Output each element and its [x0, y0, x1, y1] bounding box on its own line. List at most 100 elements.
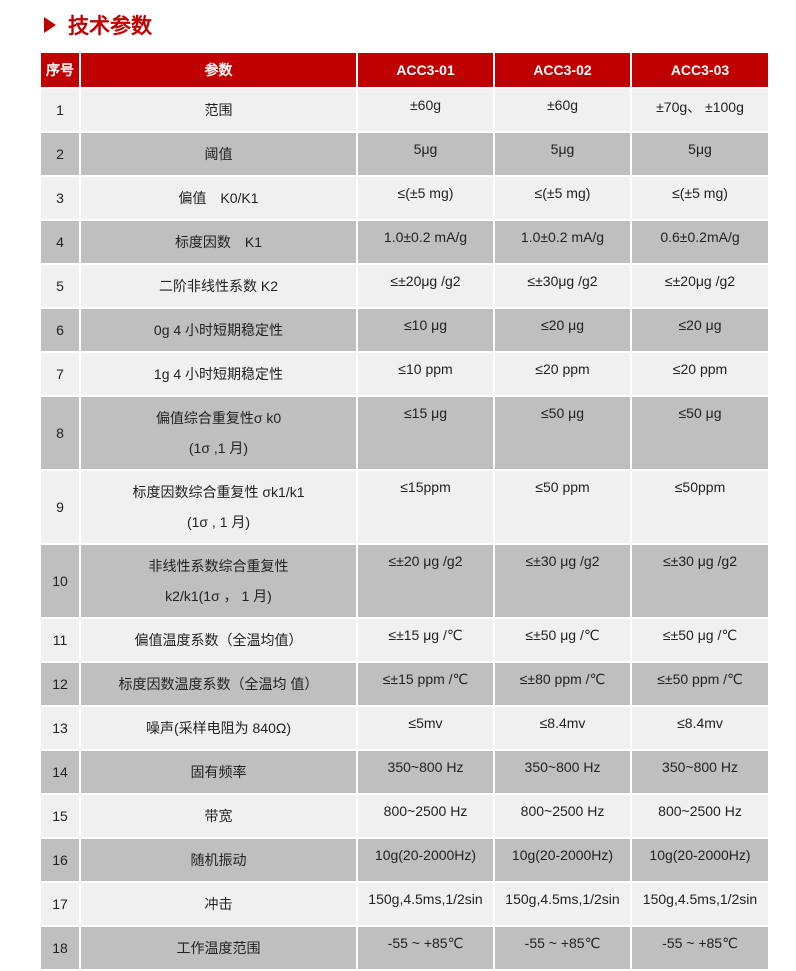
param-value: ≤(±5 mg)	[358, 177, 493, 219]
param-value: ≤50 μg	[495, 397, 630, 469]
param-line: 随机振动	[190, 852, 247, 868]
column-header: ACC3-02	[495, 53, 630, 87]
row-number: 9	[41, 471, 79, 543]
param-line: 标度因数综合重复性 σk1/k1	[132, 484, 305, 500]
param-value: ≤5mv	[358, 707, 493, 749]
param-value: 800~2500 Hz	[495, 795, 630, 837]
row-number: 1	[41, 89, 79, 131]
param-value: ≤±15 μg /℃	[358, 619, 493, 661]
param-line: 二阶非线性系数 K2	[158, 278, 278, 294]
table-row: 15 带宽 800~2500 Hz 800~2500 Hz 800~2500 Hz	[41, 795, 768, 837]
row-number: 5	[41, 265, 79, 307]
param-value: 1.0±0.2 mA/g	[358, 221, 493, 263]
param-line: 偏值 K0/K1	[178, 190, 259, 206]
param-value: 800~2500 Hz	[358, 795, 493, 837]
spec-table: 序号 参数 ACC3-01 ACC3-02 ACC3-03 1 范围 ±60g ±60g ±70…	[39, 51, 770, 971]
param-value: ≤15 μg	[358, 397, 493, 469]
param-value: ≤±20μg /g2	[358, 265, 493, 307]
param-value: 10g(20-2000Hz)	[632, 839, 768, 881]
row-number: 8	[41, 397, 79, 469]
param-value: ≤(±5 mg)	[632, 177, 768, 219]
param-value: ≤±20 μg /g2	[358, 545, 493, 617]
param-value: ≤±50 μg /℃	[632, 619, 768, 661]
param-name: 阈值	[81, 133, 356, 175]
param-value: 10g(20-2000Hz)	[495, 839, 630, 881]
param-value: ≤50ppm	[632, 471, 768, 543]
param-value: ≤±15 ppm /℃	[358, 663, 493, 705]
param-name: 噪声(采样电阻为 840Ω)	[81, 707, 356, 749]
param-value: ≤(±5 mg)	[495, 177, 630, 219]
param-name: 标度因数温度系数（全温均 值）	[81, 663, 356, 705]
param-line: 1g 4 小时短期稳定性	[153, 366, 284, 382]
param-name: 偏值 K0/K1	[81, 177, 356, 219]
param-value: ≤10 μg	[358, 309, 493, 351]
param-value: ≤50 ppm	[495, 471, 630, 543]
table-row: 17 冲击 150g,4.5ms,1/2sin 150g,4.5ms,1/2sin 15…	[41, 883, 768, 925]
param-value: ≤15ppm	[358, 471, 493, 543]
table-row: 1 范围 ±60g ±60g ±70g、 ±100g	[41, 89, 768, 131]
table-row: 10 非线性系数综合重复性 k2/k1(1σ ， 1 月) ≤±20 μg /g2 ≤±…	[41, 545, 768, 617]
param-value: ≤20 ppm	[632, 353, 768, 395]
table-row: 12 标度因数温度系数（全温均 值） ≤±15 ppm /℃ ≤±80 ppm /℃ ≤…	[41, 663, 768, 705]
param-value: 350~800 Hz	[632, 751, 768, 793]
param-line: 阈值	[204, 146, 233, 162]
param-name: 标度因数 K1	[81, 221, 356, 263]
table-row: 3 偏值 K0/K1 ≤(±5 mg) ≤(±5 mg) ≤(±5 mg)	[41, 177, 768, 219]
row-number: 3	[41, 177, 79, 219]
section-title: 技术参数	[44, 10, 152, 40]
param-value: ≤20 ppm	[495, 353, 630, 395]
param-name: 非线性系数综合重复性 k2/k1(1σ ， 1 月)	[81, 545, 356, 617]
param-value: 5μg	[495, 133, 630, 175]
param-value: ±60g	[495, 89, 630, 131]
param-line: 工作温度范围	[176, 940, 261, 956]
param-name: 标度因数综合重复性 σk1/k1 (1σ , 1 月)	[81, 471, 356, 543]
table-row: 2 阈值 5μg 5μg 5μg	[41, 133, 768, 175]
row-number: 6	[41, 309, 79, 351]
column-header: 参数	[81, 53, 356, 87]
param-value: ≤±50 ppm /℃	[632, 663, 768, 705]
table-row: 8 偏值综合重复性σ k0 (1σ ,1 月) ≤15 μg ≤50 μg ≤50 μg	[41, 397, 768, 469]
param-value: 10g(20-2000Hz)	[358, 839, 493, 881]
row-number: 13	[41, 707, 79, 749]
row-number: 2	[41, 133, 79, 175]
param-value: 800~2500 Hz	[632, 795, 768, 837]
param-value: ≤50 μg	[632, 397, 768, 469]
param-line: k2/k1(1σ ， 1 月)	[165, 588, 272, 604]
table-row: 14 固有频率 350~800 Hz 350~800 Hz 350~800 Hz	[41, 751, 768, 793]
param-value: 150g,4.5ms,1/2sin	[495, 883, 630, 925]
row-number: 4	[41, 221, 79, 263]
column-header: ACC3-03	[632, 53, 768, 87]
param-value: 150g,4.5ms,1/2sin	[632, 883, 768, 925]
param-line: 偏值温度系数（全温均值）	[134, 632, 303, 648]
param-name: 带宽	[81, 795, 356, 837]
column-header: 序号	[41, 53, 79, 87]
param-name: 随机振动	[81, 839, 356, 881]
param-name: 偏值综合重复性σ k0 (1σ ,1 月)	[81, 397, 356, 469]
param-line: 噪声(采样电阻为 840Ω)	[145, 720, 292, 736]
table-row: 9 标度因数综合重复性 σk1/k1 (1σ , 1 月) ≤15ppm ≤50 ppm…	[41, 471, 768, 543]
row-number: 14	[41, 751, 79, 793]
param-name: 0g 4 小时短期稳定性	[81, 309, 356, 351]
row-number: 10	[41, 545, 79, 617]
param-value: -55 ~ +85℃	[358, 927, 493, 969]
param-value: 1.0±0.2 mA/g	[495, 221, 630, 263]
param-value: ≤±30μg /g2	[495, 265, 630, 307]
row-number: 11	[41, 619, 79, 661]
table-row: 13 噪声(采样电阻为 840Ω) ≤5mv ≤8.4mv ≤8.4mv	[41, 707, 768, 749]
table-row: 4 标度因数 K1 1.0±0.2 mA/g 1.0±0.2 mA/g 0.6±0.2m…	[41, 221, 768, 263]
param-value: 350~800 Hz	[358, 751, 493, 793]
param-value: ≤±30 μg /g2	[495, 545, 630, 617]
param-name: 固有频率	[81, 751, 356, 793]
table-row: 18 工作温度范围 -55 ~ +85℃ -55 ~ +85℃ -55 ~ +85℃	[41, 927, 768, 969]
param-value: 150g,4.5ms,1/2sin	[358, 883, 493, 925]
table-row: 11 偏值温度系数（全温均值） ≤±15 μg /℃ ≤±50 μg /℃ ≤±50 μ…	[41, 619, 768, 661]
param-line: 范围	[204, 102, 233, 118]
table-row: 5 二阶非线性系数 K2 ≤±20μg /g2 ≤±30μg /g2 ≤±20μg /g…	[41, 265, 768, 307]
param-value: ≤±50 μg /℃	[495, 619, 630, 661]
param-line: 带宽	[204, 808, 233, 824]
param-line: 0g 4 小时短期稳定性	[153, 322, 284, 338]
param-value: 0.6±0.2mA/g	[632, 221, 768, 263]
param-value: ≤20 μg	[495, 309, 630, 351]
row-number: 12	[41, 663, 79, 705]
param-value: ±60g	[358, 89, 493, 131]
